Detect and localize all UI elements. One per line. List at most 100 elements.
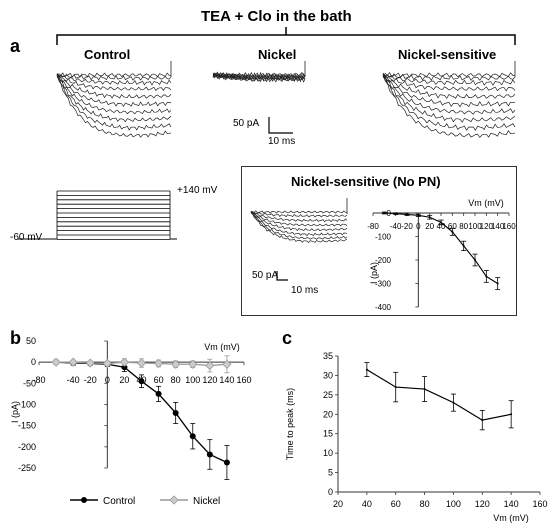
data-point xyxy=(485,275,488,278)
current-traces xyxy=(56,61,516,243)
y-tick-label: -50 xyxy=(23,378,36,388)
panel-c-time-to-peak-plot: 20 40 60 80 100 120 140 160 0 5 10 15 20 25 30 35 Vm (mV… xyxy=(285,351,548,523)
x-tick-label: 140 xyxy=(504,499,519,509)
scale-bar xyxy=(268,117,293,134)
nickel-sensitive-trace xyxy=(382,75,516,138)
inset-scale-bar xyxy=(276,271,288,281)
x-tick-label: 120 xyxy=(202,375,217,385)
panel-c-label: c xyxy=(282,328,293,348)
x-tick-label: -80 xyxy=(367,222,379,231)
inset-trace xyxy=(250,211,348,237)
y-tick-label: -100 xyxy=(375,233,392,242)
x-tick-label: 140 xyxy=(219,375,234,385)
data-point xyxy=(188,359,198,369)
control-trace xyxy=(56,73,172,86)
data-point xyxy=(205,360,215,371)
nickel-sensitive-trace xyxy=(382,74,516,131)
x-tick-label: 40 xyxy=(362,499,372,509)
nickel-trace xyxy=(212,74,306,83)
nickel-sensitive-trace xyxy=(382,77,516,115)
inset-title: Nickel-sensitive (No PN) xyxy=(291,174,441,189)
data-point xyxy=(417,214,420,217)
x-tick-label: -40 xyxy=(67,375,80,385)
data-point xyxy=(510,413,513,416)
data-point xyxy=(136,358,147,368)
data-point xyxy=(423,388,426,391)
x-tick-label: 20 xyxy=(333,499,343,509)
y-tick-label: -200 xyxy=(18,442,36,452)
nickel-trace-label: Nickel xyxy=(258,47,297,62)
nickel-sensitive-trace xyxy=(382,74,516,123)
nickel-sensitive-trace xyxy=(382,74,516,92)
panel-b-label: b xyxy=(10,328,21,348)
data-point xyxy=(394,212,397,215)
x-tick-label: 100 xyxy=(446,499,461,509)
x-tick-label: 100 xyxy=(468,222,482,231)
bath-bracket xyxy=(56,27,516,45)
data-point xyxy=(155,390,162,397)
x-tick-label: 60 xyxy=(154,375,164,385)
data-point xyxy=(172,409,179,416)
nickel-sensitive-trace-label: Nickel-sensitive xyxy=(398,47,497,62)
inset-trace xyxy=(250,212,348,240)
y-tick-label: -300 xyxy=(375,280,392,289)
data-point xyxy=(138,378,145,385)
y-tick-label: -250 xyxy=(18,463,36,473)
control-trace xyxy=(56,72,172,78)
y-tick-label: 5 xyxy=(328,468,333,478)
control-trace xyxy=(56,74,172,131)
y-tick-label: 0 xyxy=(31,357,36,367)
data-point xyxy=(481,419,484,422)
legend-control-marker xyxy=(81,497,87,503)
data-point xyxy=(440,221,442,224)
nickel-sensitive-trace xyxy=(382,72,516,86)
protocol-hold-label: -60 mV xyxy=(10,232,43,243)
inset-trace xyxy=(250,211,348,232)
data-point xyxy=(406,213,408,216)
control-trace xyxy=(56,74,172,123)
data-point xyxy=(171,359,181,369)
legend-control-label: Control xyxy=(103,496,135,507)
y-tick-label: 15 xyxy=(323,429,333,439)
nickel-sensitive-trace xyxy=(382,74,516,100)
data-point xyxy=(206,451,213,458)
x-tick-label: -20 xyxy=(401,222,413,231)
data-point xyxy=(189,433,196,440)
data-point xyxy=(154,358,164,369)
x-tick-label: 140 xyxy=(491,222,505,231)
y-tick-label: -400 xyxy=(375,303,392,312)
x-tick-label: 160 xyxy=(502,222,516,231)
bath-title: TEA + Clo in the bath xyxy=(201,8,352,25)
legend-nickel-marker xyxy=(169,495,179,505)
data-point xyxy=(452,401,455,404)
nickel-sensitive-trace xyxy=(382,72,516,81)
scale-current-label: 50 pA xyxy=(233,118,260,129)
y-tick-label: 50 xyxy=(26,336,36,346)
x-axis-title: Vm (mV) xyxy=(493,513,529,523)
y-tick-label: -100 xyxy=(18,400,36,410)
voltage-protocol xyxy=(18,190,177,240)
inset-scale-time-label: 10 ms xyxy=(291,285,319,296)
panel-a-label: a xyxy=(10,36,21,56)
control-trace xyxy=(56,74,172,92)
x-tick-label: 160 xyxy=(236,375,251,385)
x-tick-label: 60 xyxy=(448,222,457,231)
x-axis-title: Vm (mV) xyxy=(468,198,504,208)
nickel-trace xyxy=(212,73,306,83)
control-trace xyxy=(56,74,172,99)
control-trace xyxy=(56,76,172,115)
y-tick-label: 25 xyxy=(323,390,333,400)
y-tick-label: -200 xyxy=(375,256,392,265)
data-point xyxy=(102,358,112,369)
data-point xyxy=(496,282,499,285)
x-tick-label: -40 xyxy=(390,222,402,231)
y-tick-label: -150 xyxy=(18,421,36,431)
inset-trace xyxy=(250,211,348,227)
x-tick-label: 80 xyxy=(459,222,468,231)
panel-b-iv-plot: -80-40-20020406080100120140160500-50-100… xyxy=(10,336,252,507)
data-point xyxy=(394,386,397,389)
y-axis-title: Time to peak (ms) xyxy=(285,388,295,460)
inset-trace xyxy=(250,211,348,243)
data-point xyxy=(451,230,454,233)
